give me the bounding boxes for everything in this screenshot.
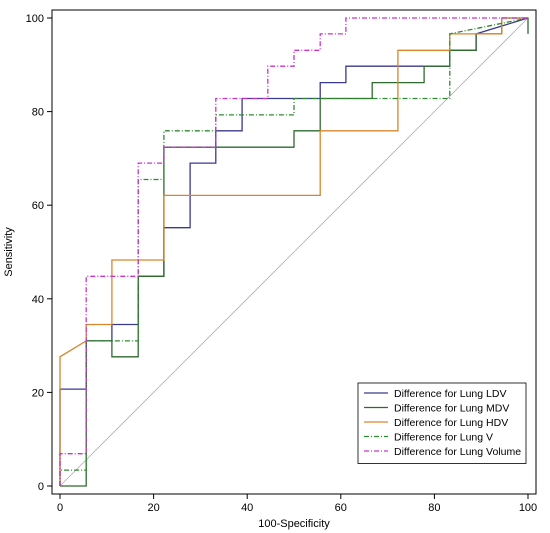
- x-tick-label: 40: [241, 502, 253, 514]
- y-tick-label: 40: [32, 294, 44, 306]
- x-tick-label: 80: [428, 502, 440, 514]
- x-tick-label: 20: [147, 502, 159, 514]
- series-line-5: [59, 17, 528, 486]
- y-axis-label: Sensitivity: [3, 227, 15, 277]
- plot-frame: [51, 9, 537, 495]
- series-lines: [59, 17, 529, 487]
- reference-diagonal: [59, 17, 529, 487]
- series-line-4: [59, 17, 529, 486]
- x-tick-label: 0: [57, 502, 63, 514]
- x-tick-label: 100: [519, 502, 537, 514]
- axis-ticks: 0 20 40 60 80 100 0 20 40 60 80 100: [26, 13, 538, 514]
- y-tick-label: 0: [38, 481, 44, 493]
- legend-entry-label: Difference for Lung MDV: [394, 403, 509, 415]
- y-tick-label: 20: [32, 387, 44, 399]
- y-tick-label: 60: [32, 200, 44, 212]
- legend-entry-label: Difference for Lung LDV: [394, 388, 506, 400]
- legend-entry-label: Difference for Lung V: [394, 432, 493, 444]
- x-tick-label: 60: [335, 502, 347, 514]
- legend-entry-label: Difference for Lung Volume: [394, 446, 521, 458]
- y-tick-label: 100: [26, 13, 44, 25]
- legend: Difference for Lung LDV Difference for Lu…: [357, 382, 527, 464]
- plot-border: [51, 9, 537, 495]
- reference-line: [59, 17, 529, 487]
- x-axis-label: 100-Specificity: [258, 518, 330, 530]
- legend-box: [357, 382, 527, 464]
- legend-entry-label: Difference for Lung HDV: [394, 417, 508, 429]
- y-tick-label: 80: [32, 107, 44, 119]
